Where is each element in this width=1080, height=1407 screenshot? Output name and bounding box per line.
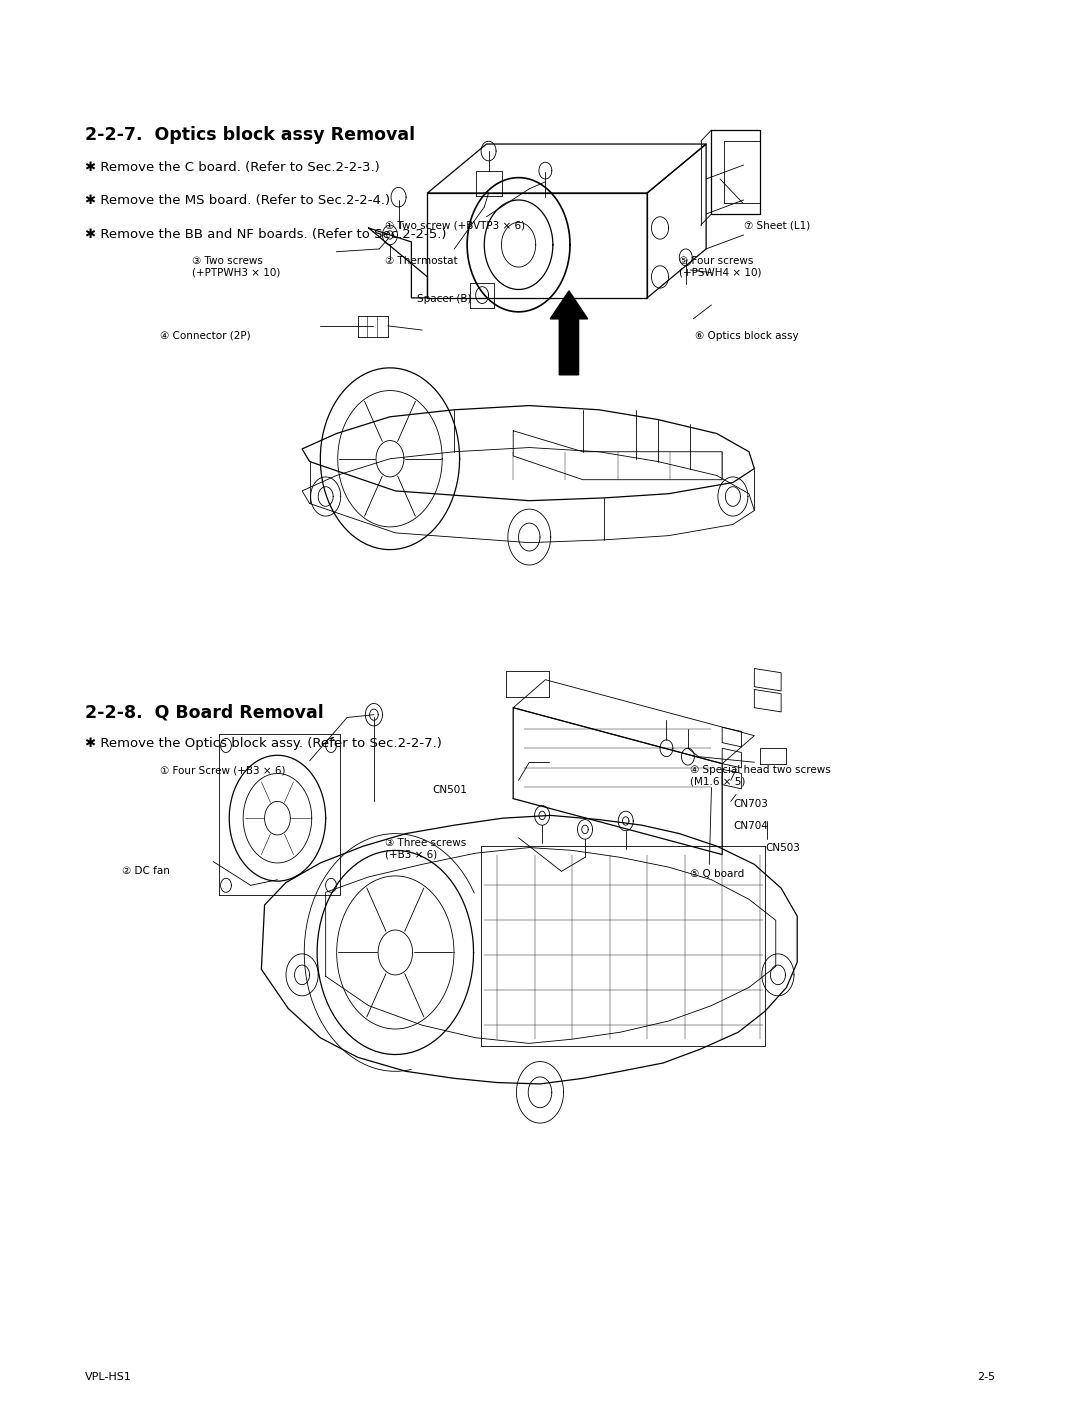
Text: CN703: CN703 (733, 799, 768, 809)
Text: 2-5: 2-5 (977, 1372, 996, 1382)
Text: ⑥ Optics block assy: ⑥ Optics block assy (696, 332, 799, 342)
Text: VPL-HS1: VPL-HS1 (84, 1372, 132, 1382)
Text: ④ Special head two screws
(M1.6 × 5): ④ Special head two screws (M1.6 × 5) (690, 765, 831, 787)
FancyArrow shape (550, 291, 588, 374)
Text: ⑦ Sheet (L1): ⑦ Sheet (L1) (744, 221, 810, 231)
Text: CN704: CN704 (733, 822, 768, 832)
Text: ② DC fan: ② DC fan (122, 865, 170, 875)
Text: ⑤ Q board: ⑤ Q board (690, 868, 744, 878)
Text: ✱ Remove the MS board. (Refer to Sec.2-2-4.): ✱ Remove the MS board. (Refer to Sec.2-2… (84, 194, 390, 207)
Text: ③ Two screws
(+PTPWH3 × 10): ③ Two screws (+PTPWH3 × 10) (192, 256, 280, 277)
Text: CN501: CN501 (433, 785, 468, 795)
Text: ① Two screw (+BVTP3 × 6): ① Two screw (+BVTP3 × 6) (384, 221, 525, 231)
Text: ⑤ Four screws
(+PSWH4 × 10): ⑤ Four screws (+PSWH4 × 10) (679, 256, 761, 277)
Text: CN503: CN503 (765, 843, 800, 854)
Text: 2-2-7.  Optics block assy Removal: 2-2-7. Optics block assy Removal (84, 125, 415, 144)
Text: ③ Three screws
(+B3 × 6): ③ Three screws (+B3 × 6) (384, 837, 465, 860)
Text: ② Thermostat: ② Thermostat (384, 256, 457, 266)
Text: ✱ Remove the BB and NF boards. (Refer to Sec.2-2-5.): ✱ Remove the BB and NF boards. (Refer to… (84, 228, 446, 241)
Text: Spacer (B): Spacer (B) (417, 294, 471, 304)
Text: ④ Connector (2P): ④ Connector (2P) (160, 331, 251, 340)
Text: ① Four Screw (+B3 × 6): ① Four Screw (+B3 × 6) (160, 765, 285, 775)
Text: ✱ Remove the Optics block assy. (Refer to Sec.2-2-7.): ✱ Remove the Optics block assy. (Refer t… (84, 737, 442, 750)
Text: ✱ Remove the C board. (Refer to Sec.2-2-3.): ✱ Remove the C board. (Refer to Sec.2-2-… (84, 160, 379, 174)
Text: 2-2-8.  Q Board Removal: 2-2-8. Q Board Removal (84, 704, 323, 722)
